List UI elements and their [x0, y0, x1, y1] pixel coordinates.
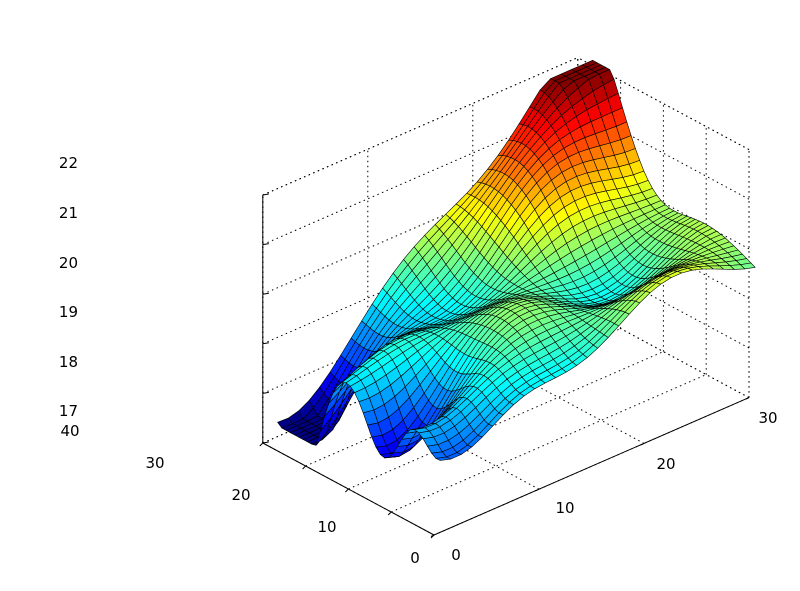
box-edge-line [262, 57, 578, 196]
tick-labels: 17 18 19 20 21 22 40 30 20 10 0 0 10 20 … [59, 154, 778, 567]
y-tick-mark [345, 488, 349, 493]
surface-patch [435, 456, 452, 461]
x-tick-mark [640, 442, 645, 446]
x-tick-mark [745, 397, 750, 400]
y-tick-mark [430, 534, 435, 539]
y-tick-mark [302, 465, 306, 470]
z-tick-label: 19 [59, 303, 78, 321]
z-tick-label: 17 [59, 402, 78, 420]
surface-mesh [277, 59, 756, 461]
x-tick-label: 20 [656, 455, 675, 473]
z-tick-label: 21 [59, 204, 78, 222]
x-tick-label: 10 [555, 499, 574, 517]
y-tick-mark [387, 511, 392, 516]
y-tick-label: 10 [317, 518, 336, 536]
x-tick-label: 0 [451, 546, 461, 564]
z-tick-mark [262, 243, 269, 246]
z-tick-label: 20 [59, 254, 78, 272]
y-tick-mark [259, 442, 264, 447]
y-tick-label: 40 [60, 422, 79, 440]
y-tick-label: 30 [145, 454, 164, 472]
y-tick-label: 0 [410, 549, 420, 567]
z-tick-mark [262, 292, 269, 295]
x-axis-line [433, 397, 750, 536]
y-tick-label: 20 [231, 486, 250, 504]
z-tick-label: 18 [59, 353, 78, 371]
z-tick-mark [262, 441, 269, 444]
z-tick-mark [262, 342, 269, 345]
z-tick-mark [262, 391, 269, 394]
x-tick-mark [535, 488, 540, 492]
axis-lines [259, 193, 750, 539]
x-tick-label: 30 [758, 409, 777, 427]
floor-grid-line [391, 374, 707, 513]
z-tick-mark [262, 193, 269, 196]
floor-grid-line [348, 351, 664, 490]
z-tick-label: 22 [59, 154, 78, 172]
